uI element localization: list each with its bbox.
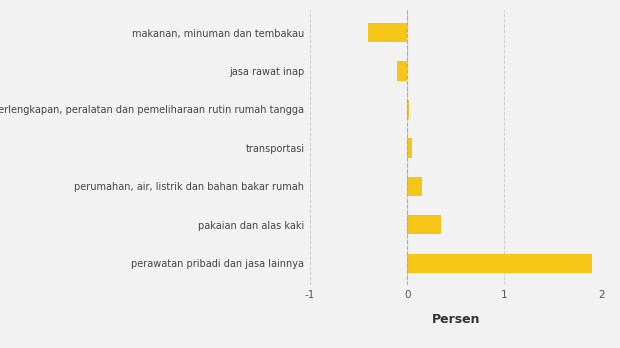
Bar [368,23,407,42]
Bar [407,215,441,235]
Bar [397,61,407,81]
Bar [407,100,409,119]
Bar [407,138,412,158]
X-axis label: Persen: Persen [432,314,480,326]
Bar [407,254,591,273]
Bar [407,177,422,196]
